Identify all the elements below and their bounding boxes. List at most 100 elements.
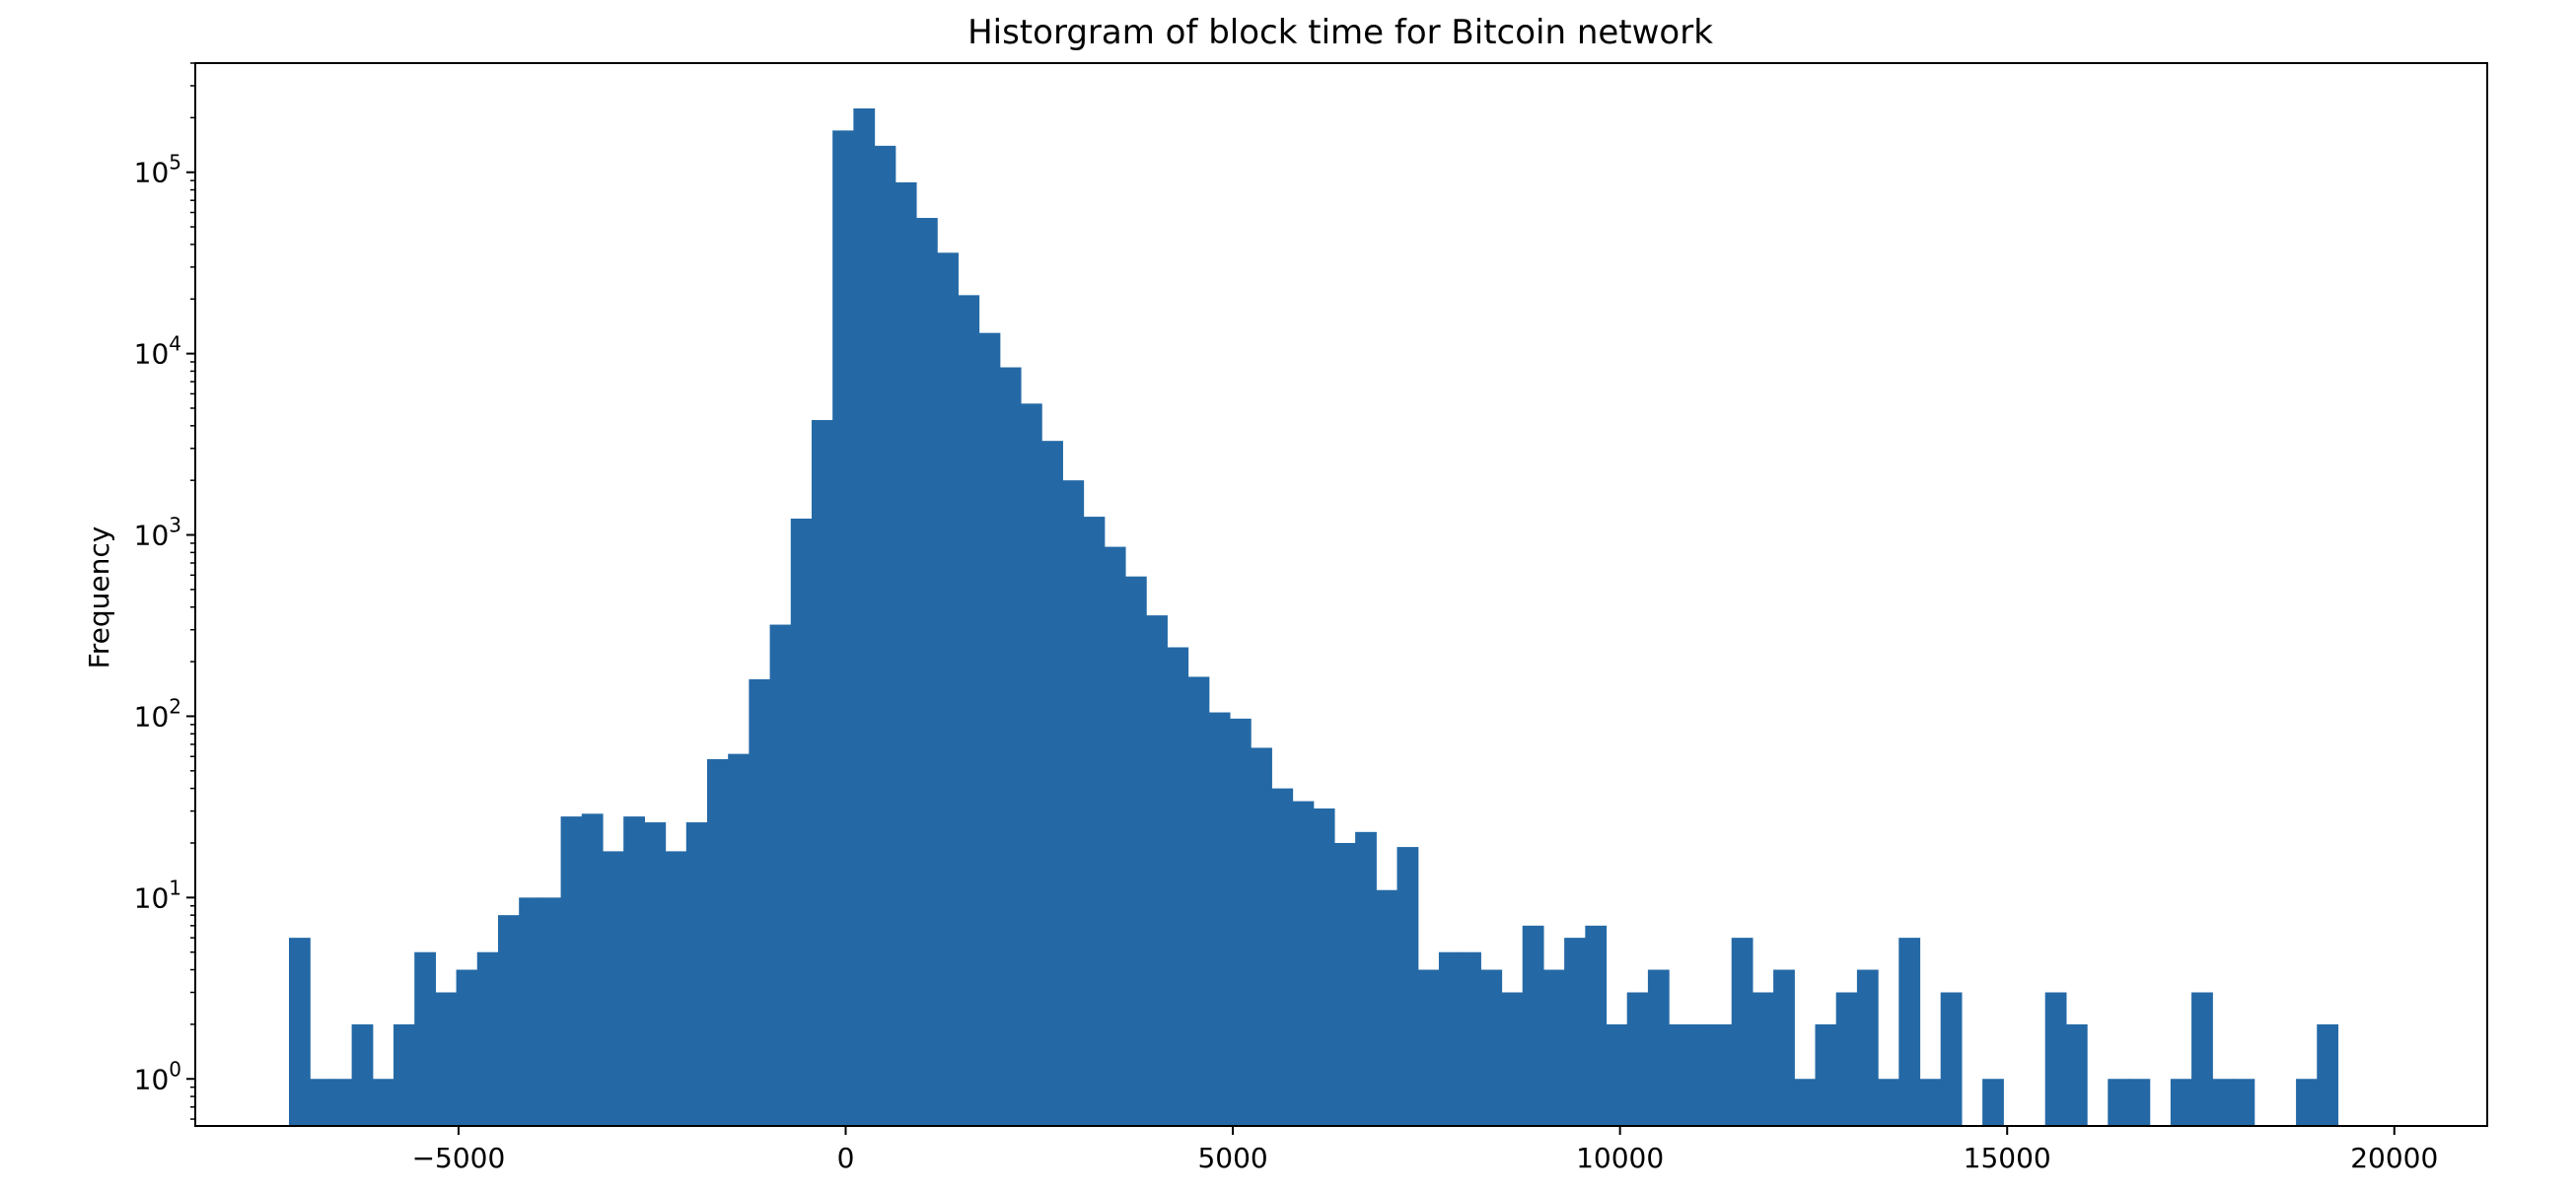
histogram-bar xyxy=(456,969,478,1126)
histogram-bar xyxy=(2212,1079,2235,1126)
histogram-bar xyxy=(1396,847,1419,1126)
histogram-bar xyxy=(1585,925,1608,1126)
y-tick-label: 101 xyxy=(134,876,181,914)
x-tick-label: −5000 xyxy=(412,1142,506,1174)
histogram-bar xyxy=(1271,788,1294,1126)
histogram-bar xyxy=(1940,992,1963,1126)
histogram-bar xyxy=(1794,1079,1817,1126)
histogram-bar xyxy=(1438,951,1461,1126)
histogram-bar xyxy=(310,1079,331,1126)
histogram-bar xyxy=(1898,938,1921,1126)
histogram-bar xyxy=(539,897,562,1126)
histogram-bar xyxy=(790,519,813,1126)
histogram-bar xyxy=(2108,1079,2130,1126)
histogram-bar xyxy=(1104,546,1126,1126)
histogram-bar xyxy=(685,822,708,1126)
x-tick-label: 5000 xyxy=(1197,1142,1267,1174)
histogram-bar xyxy=(853,107,876,1127)
histogram-bar xyxy=(1124,576,1147,1126)
histogram-bar xyxy=(1501,992,1524,1126)
histogram-bar xyxy=(915,218,938,1126)
histogram-bar xyxy=(644,822,667,1126)
histogram-bar xyxy=(728,753,750,1126)
histogram-bar xyxy=(289,938,311,1126)
bars-group xyxy=(289,107,2339,1127)
histogram-bar xyxy=(1878,1079,1899,1126)
y-tick-label: 104 xyxy=(134,332,181,371)
histogram-bar xyxy=(1041,441,1063,1126)
histogram-bar xyxy=(665,851,687,1126)
histogram-bar xyxy=(581,813,604,1126)
histogram-bar xyxy=(874,145,896,1127)
histogram-bar xyxy=(2065,1023,2088,1126)
histogram-bar xyxy=(372,1079,394,1126)
histogram-bar xyxy=(1564,938,1586,1126)
histogram-bar xyxy=(1355,831,1377,1126)
histogram-bar xyxy=(1522,925,1544,1126)
histogram-bar xyxy=(1460,951,1481,1126)
histogram-bar xyxy=(2170,1079,2192,1126)
histogram-bar xyxy=(560,816,583,1126)
histogram-bar xyxy=(1689,1023,1712,1126)
histogram-bar xyxy=(2317,1023,2339,1126)
histogram-bar xyxy=(1208,712,1231,1126)
histogram-bar xyxy=(1062,480,1085,1126)
histogram-bar xyxy=(1647,969,1670,1126)
histogram-bar xyxy=(978,332,1001,1126)
histogram-bar xyxy=(1835,992,1858,1126)
histogram-bar xyxy=(894,181,917,1126)
histogram-bar xyxy=(1020,403,1042,1127)
histogram-bar xyxy=(497,915,520,1126)
histogram-bar xyxy=(832,130,854,1127)
histogram-bar xyxy=(1376,889,1398,1126)
x-tick-label: 15000 xyxy=(1964,1142,2051,1174)
histogram-bar xyxy=(476,951,499,1126)
plot-frame xyxy=(194,62,2488,1127)
histogram-bar xyxy=(1333,842,1356,1126)
x-tick-label: 0 xyxy=(837,1142,855,1174)
histogram-bar xyxy=(602,851,624,1126)
y-tick-label: 102 xyxy=(134,694,181,733)
y-ticks-group: 100 101 102 103 104 105 xyxy=(134,62,195,1120)
histogram-bar xyxy=(2044,992,2067,1126)
histogram-bar xyxy=(2191,992,2213,1126)
y-tick-label: 103 xyxy=(134,514,181,552)
histogram-bar xyxy=(330,1079,353,1126)
histogram-bar xyxy=(999,367,1022,1126)
histogram-bar xyxy=(958,295,980,1126)
histogram-bar xyxy=(1187,676,1210,1126)
histogram-bar xyxy=(435,992,458,1126)
histogram-bar xyxy=(1229,718,1252,1126)
x-ticks-group: −5000 0 5000 10000 15000 20000 xyxy=(412,1126,2438,1174)
histogram-bar xyxy=(1083,517,1106,1126)
histogram-bar xyxy=(1292,801,1315,1126)
histogram-bar xyxy=(1710,1023,1733,1126)
histogram-bar xyxy=(1251,747,1272,1126)
x-tick-label: 20000 xyxy=(2350,1142,2438,1174)
chart-title: Historgram of block time for Bitcoin net… xyxy=(967,13,1713,52)
histogram-bar xyxy=(1606,1023,1628,1126)
histogram-bar xyxy=(1982,1079,2004,1126)
y-axis-label: Frequency xyxy=(83,527,115,669)
histogram-bar xyxy=(1146,615,1168,1126)
histogram-bar xyxy=(1480,969,1503,1126)
histogram-bar xyxy=(1919,1079,1942,1126)
histogram-bar xyxy=(1626,992,1649,1126)
histogram-bar xyxy=(623,816,645,1126)
histogram-bar xyxy=(937,252,959,1126)
histogram-bar xyxy=(706,758,729,1126)
histogram-bar xyxy=(1752,992,1774,1126)
histogram-bar xyxy=(1815,1023,1837,1126)
x-tick-label: 10000 xyxy=(1576,1142,1664,1174)
histogram-bar xyxy=(2296,1079,2318,1126)
histogram-bar xyxy=(351,1023,374,1126)
histogram-bar xyxy=(749,678,771,1126)
histogram-bar xyxy=(2128,1079,2151,1126)
histogram-bar xyxy=(2233,1079,2255,1126)
histogram-bar xyxy=(1313,808,1335,1126)
y-tick-label: 100 xyxy=(134,1057,181,1095)
histogram-bar xyxy=(519,897,540,1126)
histogram-bar xyxy=(1669,1023,1690,1126)
